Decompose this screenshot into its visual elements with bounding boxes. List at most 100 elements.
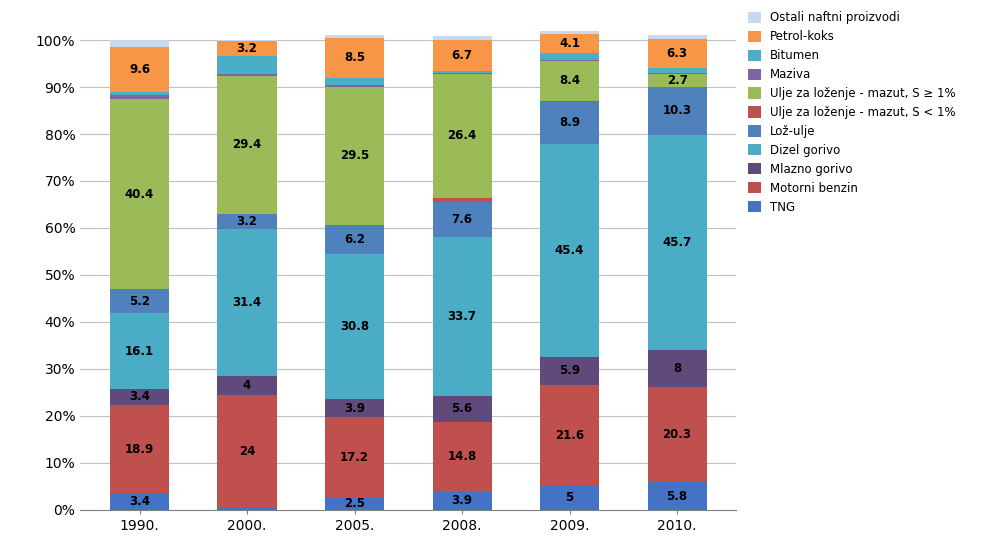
Bar [325, 38, 384, 78]
Bar [217, 229, 277, 376]
Text: 4.1: 4.1 [559, 37, 580, 50]
Text: 31.4: 31.4 [232, 296, 262, 309]
Text: 3.2: 3.2 [236, 42, 258, 55]
Bar [433, 73, 492, 74]
Text: 17.2: 17.2 [340, 451, 369, 464]
Text: 40.4: 40.4 [125, 188, 154, 201]
Bar [325, 399, 384, 417]
Bar [325, 85, 384, 86]
Bar [433, 202, 492, 237]
Bar [540, 34, 599, 53]
Bar [647, 387, 706, 483]
Bar [647, 74, 706, 86]
Text: 45.4: 45.4 [555, 244, 584, 257]
Bar [110, 314, 169, 389]
Bar [110, 40, 169, 47]
Text: 6.3: 6.3 [666, 47, 687, 60]
Text: 5.9: 5.9 [559, 365, 580, 377]
Bar [217, 214, 277, 229]
Bar [110, 92, 169, 95]
Bar [647, 86, 706, 135]
Text: 18.9: 18.9 [125, 443, 154, 456]
Bar [433, 396, 492, 422]
Bar [110, 47, 169, 92]
Text: 10.3: 10.3 [662, 104, 691, 117]
Text: 26.4: 26.4 [448, 130, 477, 142]
Text: 8.9: 8.9 [559, 116, 580, 130]
Bar [433, 40, 492, 71]
Text: 3.4: 3.4 [129, 495, 150, 508]
Text: 5.6: 5.6 [452, 402, 473, 415]
Bar [540, 144, 599, 357]
Bar [110, 289, 169, 314]
Bar [217, 41, 277, 56]
Bar [540, 101, 599, 102]
Text: 8.5: 8.5 [344, 51, 365, 64]
Text: 5.2: 5.2 [129, 295, 150, 307]
Bar [540, 486, 599, 510]
Bar [647, 39, 706, 68]
Bar [325, 417, 384, 498]
Bar [433, 237, 492, 396]
Bar [540, 53, 599, 60]
Bar [110, 389, 169, 405]
Text: 7.6: 7.6 [452, 213, 473, 226]
Text: 8.4: 8.4 [559, 74, 580, 88]
Text: 45.7: 45.7 [662, 236, 691, 249]
Text: 29.4: 29.4 [232, 138, 262, 151]
Text: 20.3: 20.3 [662, 428, 691, 442]
Text: 21.6: 21.6 [555, 429, 584, 442]
Text: 3.2: 3.2 [236, 215, 258, 228]
Legend: Ostali naftni proizvodi, Petrol-koks, Bitumen, Maziva, Ulje za loženje - mazut, : Ostali naftni proizvodi, Petrol-koks, Bi… [743, 7, 961, 218]
Bar [647, 73, 706, 74]
Text: 3.9: 3.9 [344, 402, 365, 414]
Text: 24: 24 [238, 445, 256, 458]
Bar [217, 56, 277, 74]
Text: 3.4: 3.4 [129, 391, 150, 403]
Bar [325, 86, 384, 225]
Text: 9.6: 9.6 [129, 63, 150, 76]
Text: 5: 5 [565, 491, 574, 505]
Bar [433, 491, 492, 510]
Text: 6.2: 6.2 [344, 233, 365, 246]
Bar [325, 35, 384, 38]
Text: 3.9: 3.9 [452, 494, 473, 507]
Text: 29.5: 29.5 [340, 150, 369, 162]
Bar [433, 37, 492, 40]
Bar [325, 498, 384, 510]
Bar [217, 376, 277, 395]
Bar [647, 483, 706, 510]
Bar [433, 198, 492, 202]
Bar [110, 405, 169, 494]
Bar [540, 60, 599, 61]
Bar [647, 68, 706, 73]
Bar [647, 135, 706, 350]
Bar [647, 350, 706, 387]
Bar [540, 102, 599, 144]
Text: 8: 8 [673, 362, 681, 375]
Bar [110, 494, 169, 510]
Bar [110, 95, 169, 99]
Bar [433, 71, 492, 73]
Bar [217, 74, 277, 76]
Bar [540, 31, 599, 34]
Text: 2.7: 2.7 [666, 74, 687, 87]
Bar [433, 422, 492, 491]
Bar [540, 61, 599, 101]
Bar [217, 395, 277, 508]
Bar [647, 35, 706, 39]
Bar [325, 254, 384, 399]
Bar [110, 99, 169, 289]
Bar [217, 40, 277, 41]
Bar [217, 76, 277, 214]
Text: 5.8: 5.8 [666, 490, 687, 502]
Bar [540, 385, 599, 486]
Bar [217, 508, 277, 510]
Bar [540, 357, 599, 385]
Bar [325, 225, 384, 254]
Text: 33.7: 33.7 [448, 310, 477, 323]
Text: 30.8: 30.8 [340, 320, 369, 333]
Text: 14.8: 14.8 [448, 450, 477, 463]
Bar [325, 78, 384, 85]
Text: 2.5: 2.5 [344, 497, 365, 510]
